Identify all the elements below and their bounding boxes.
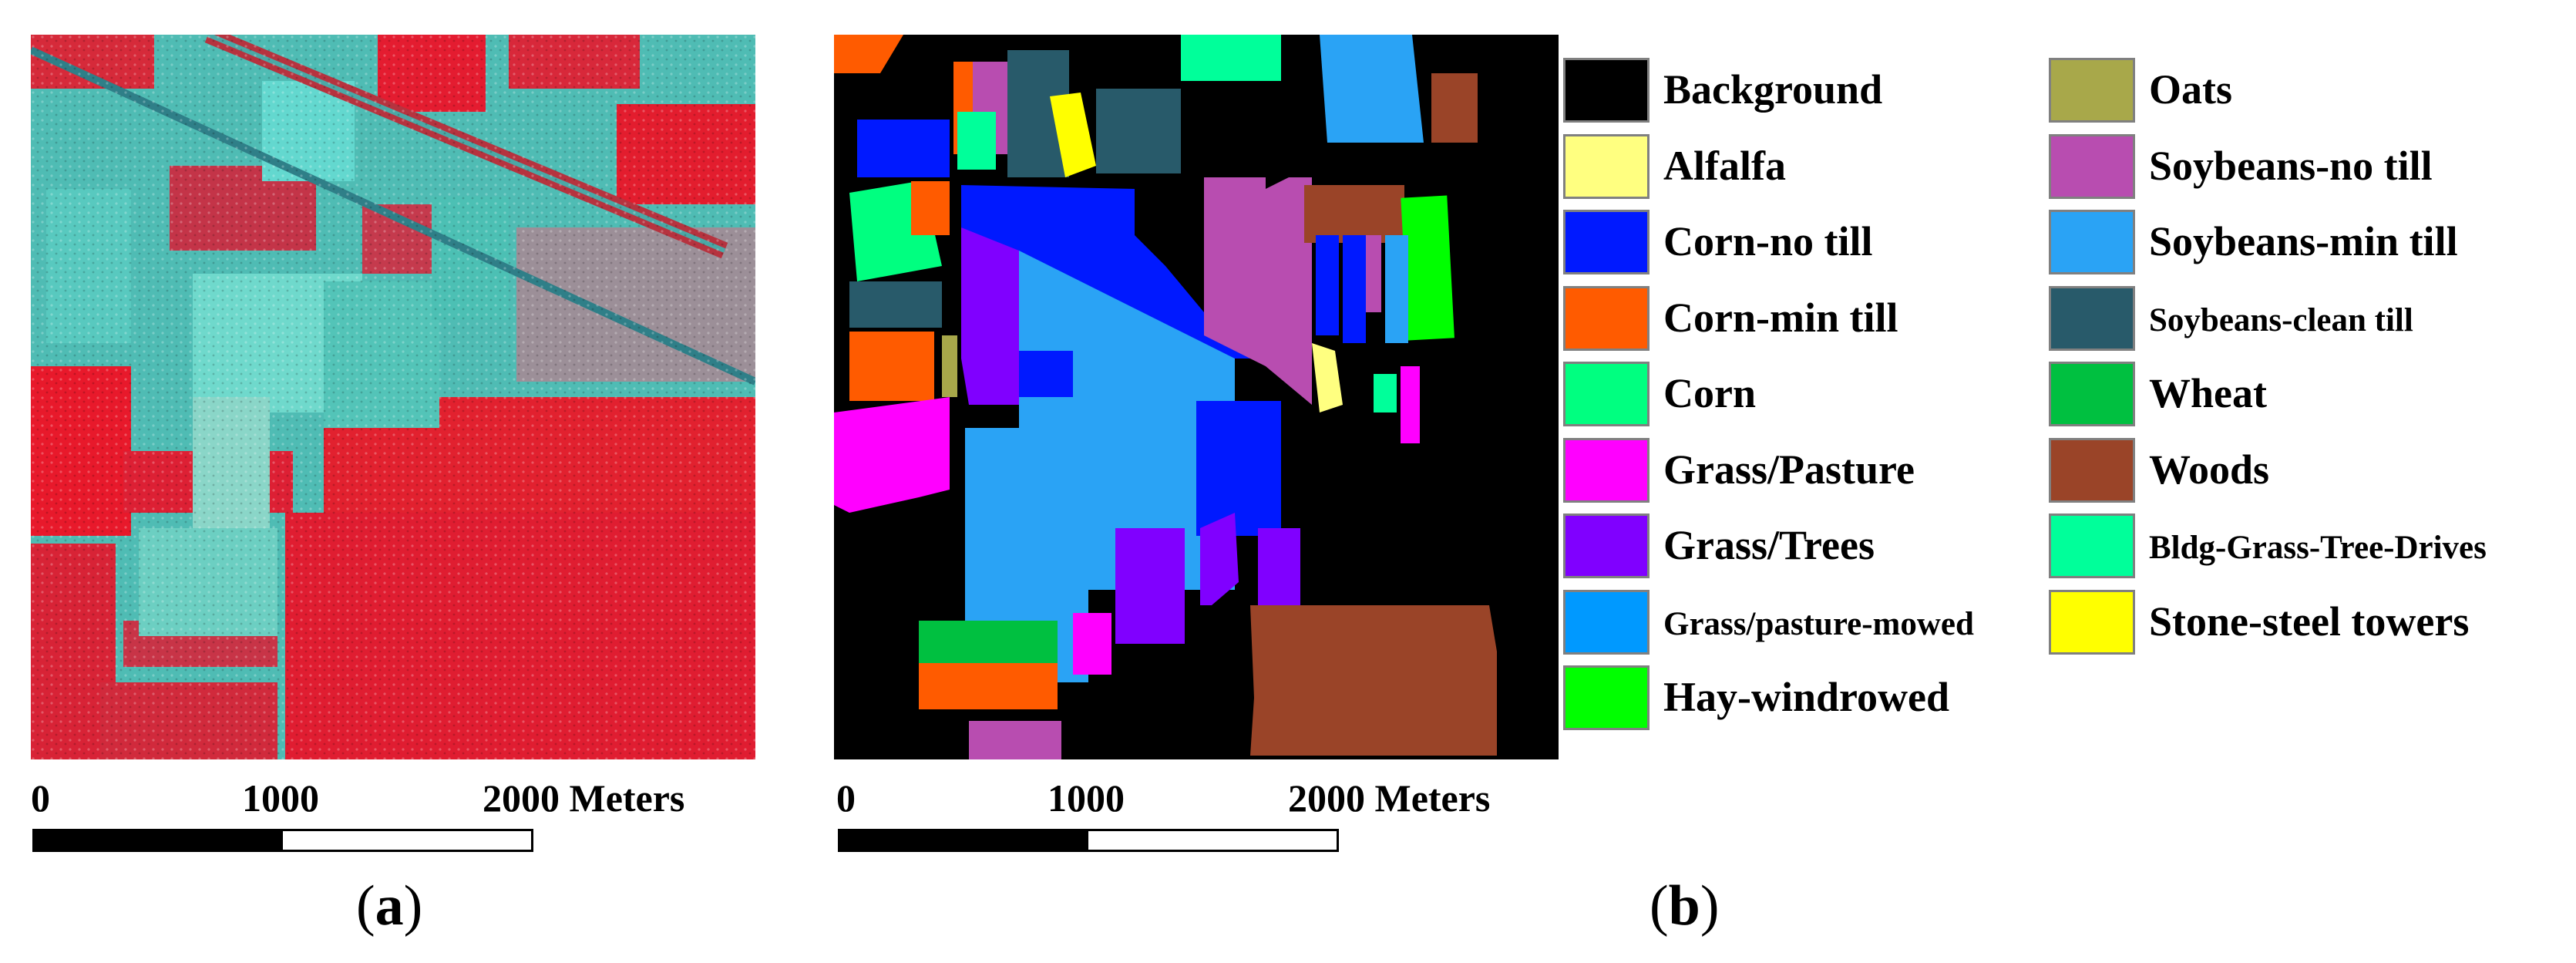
scale-bar-a <box>32 829 533 852</box>
legend-label: Corn <box>1663 370 1756 416</box>
legend-label: Woods <box>2149 446 2270 493</box>
legend-label: Soybeans-min till <box>2149 218 2458 264</box>
ground-truth-map-svg <box>834 35 1559 759</box>
legend-swatch <box>2049 58 2135 123</box>
legend-swatch <box>2049 362 2135 426</box>
legend-label: Corn-min till <box>1663 295 1898 341</box>
scale-tick-1000: 1000 <box>1048 776 1125 820</box>
legend-label: Background <box>1663 66 1883 113</box>
legend-swatch <box>1563 362 1650 426</box>
ground-truth-class-map <box>834 35 1559 759</box>
legend-label: Soybeans-no till <box>2149 143 2433 189</box>
legend-swatch <box>1563 134 1650 199</box>
legend-label: Bldg-Grass-Tree-Drives <box>2149 530 2487 566</box>
legend-swatch <box>2049 210 2135 274</box>
scale-tick-2000: 2000 Meters <box>483 776 685 820</box>
legend-swatch <box>1563 58 1650 123</box>
legend-label: Hay-windrowed <box>1663 674 1950 720</box>
legend-swatch <box>2049 286 2135 351</box>
legend-swatch <box>1563 665 1650 730</box>
legend-label: Oats <box>2149 66 2232 113</box>
legend-label: Grass/Pasture <box>1663 446 1915 493</box>
legend-swatch <box>1563 438 1650 503</box>
sublabel-a: (a) <box>356 874 423 938</box>
legend-label: Corn-no till <box>1663 218 1873 264</box>
scale-bar-fill <box>840 831 1088 850</box>
legend-swatch <box>1563 286 1650 351</box>
legend-label: Soybeans-clean till <box>2149 302 2413 338</box>
scale-tick-2000: 2000 Meters <box>1288 776 1491 820</box>
scale-bar-b <box>838 829 1339 852</box>
sublabel-b: (b) <box>1650 874 1720 938</box>
scale-bar-fill <box>35 831 283 850</box>
legend-swatch <box>2049 513 2135 578</box>
legend-label: Wheat <box>2149 370 2267 416</box>
legend-label: Grass/Trees <box>1663 522 1875 568</box>
legend-swatch <box>1563 513 1650 578</box>
legend-swatch <box>2049 590 2135 655</box>
legend-label: Stone-steel towers <box>2149 598 2470 645</box>
scale-tick-0: 0 <box>31 776 50 820</box>
scale-tick-1000: 1000 <box>242 776 319 820</box>
scale-labels-a: 0 1000 2000 Meters <box>31 776 684 825</box>
satellite-image-svg <box>29 26 758 759</box>
legend-swatch <box>2049 134 2135 199</box>
legend-swatch <box>1563 590 1650 655</box>
scale-labels-b: 0 1000 2000 Meters <box>836 776 1490 825</box>
legend-swatch <box>1563 210 1650 274</box>
false-color-satellite-image <box>29 26 758 759</box>
legend-label: Grass/pasture-mowed <box>1663 606 1974 642</box>
scale-tick-0: 0 <box>836 776 856 820</box>
legend-label: Alfalfa <box>1663 143 1786 189</box>
legend-swatch <box>2049 438 2135 503</box>
